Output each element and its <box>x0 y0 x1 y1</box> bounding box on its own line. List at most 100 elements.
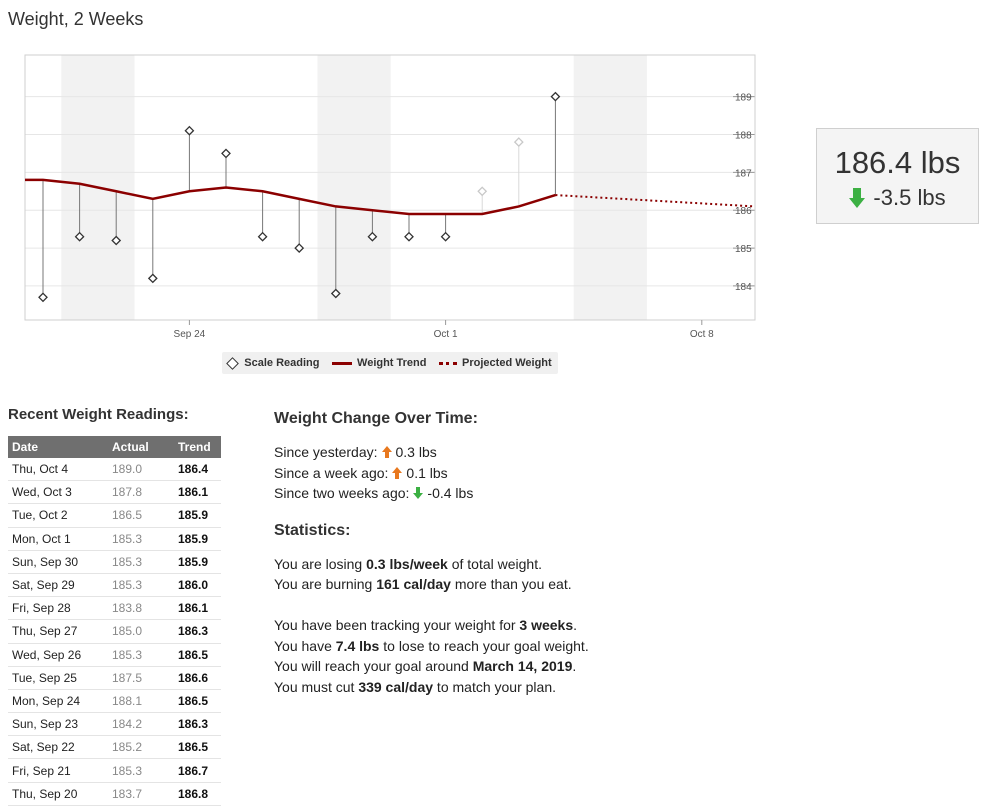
change-value: 0.1 lbs <box>406 464 448 481</box>
stat-goal-date: You will reach your goal around March 14… <box>274 658 577 675</box>
change-item: Since two weeks ago: -0.4 lbs <box>274 483 634 504</box>
plot-border <box>24 54 756 321</box>
scale-reading-point <box>404 231 414 242</box>
legend-scale-reading[interactable]: Scale Reading <box>226 356 320 370</box>
readings-table: Date Actual Trend Thu, Oct 4 189.0 186.4 We… <box>8 436 221 806</box>
cell-date: Thu, Sep 20 <box>8 782 108 806</box>
table-row: Fri, Sep 28 183.8 186.1 <box>8 596 221 621</box>
cell-actual: 189.0 <box>108 458 174 482</box>
change-item: Since yesterday: 0.3 lbs <box>274 442 634 463</box>
scale-reading-point <box>550 91 561 102</box>
column-header-trend[interactable]: Trend <box>174 436 221 458</box>
table-row: Wed, Sep 26 185.3 186.5 <box>8 643 221 667</box>
change-label: Since yesterday: <box>274 444 378 461</box>
scale-reading-point <box>221 148 231 159</box>
column-header-actual[interactable]: Actual <box>108 436 174 458</box>
cell-date: Fri, Sep 21 <box>8 758 108 783</box>
legend-label: Weight Trend <box>357 357 427 369</box>
readings-title: Recent Weight Readings: <box>8 406 189 423</box>
change-value: -3.5 lbs <box>873 185 946 210</box>
stat-goal-remaining: You have 7.4 lbs to lose to reach your g… <box>274 637 589 654</box>
stat-tracking: You have been tracking your weight for 3… <box>274 617 578 634</box>
stat-losing: You are losing 0.3 lbs/week of total wei… <box>274 555 542 572</box>
cell-date: Sat, Sep 22 <box>8 735 108 760</box>
cell-actual: 185.0 <box>108 619 174 644</box>
cell-trend: 186.6 <box>174 666 221 690</box>
dotted-line-icon <box>439 361 458 365</box>
cell-actual: 185.3 <box>108 758 174 783</box>
table-row: Mon, Oct 1 185.3 185.9 <box>8 527 221 551</box>
legend-weight-trend[interactable]: Weight Trend <box>332 357 426 369</box>
stats-panel: Weight Change Over Time: Since yesterday… <box>274 410 634 697</box>
change-value: -0.4 lbs <box>427 485 474 502</box>
arrow-up-icon <box>392 466 403 479</box>
cell-date: Tue, Oct 2 <box>8 503 108 528</box>
table-header-row: Date Actual Trend <box>8 436 221 458</box>
cell-trend: 186.0 <box>174 573 221 598</box>
cell-date: Wed, Sep 26 <box>8 643 108 667</box>
cell-actual: 186.5 <box>108 503 174 528</box>
table-row: Sun, Sep 23 184.2 186.3 <box>8 712 221 737</box>
cell-actual: 185.2 <box>108 735 174 760</box>
change-label: Since a week ago: <box>274 464 389 481</box>
table-row: Fri, Sep 21 185.3 186.7 <box>8 758 221 783</box>
table-row: Thu, Sep 27 185.0 186.3 <box>8 619 221 644</box>
weight-trend-line <box>25 178 556 216</box>
column-header-date[interactable]: Date <box>8 436 108 458</box>
cell-trend: 186.1 <box>174 480 221 505</box>
x-tick-label: Oct 8 <box>690 329 714 340</box>
cell-date: Sun, Sep 23 <box>8 712 108 737</box>
cell-date: Mon, Oct 1 <box>8 527 108 551</box>
cell-trend: 186.5 <box>174 643 221 667</box>
line-icon <box>332 361 353 365</box>
table-row: Mon, Sep 24 188.1 186.5 <box>8 689 221 714</box>
cell-trend: 186.7 <box>174 758 221 783</box>
cell-trend: 186.3 <box>174 712 221 737</box>
scale-reading-point <box>74 231 85 242</box>
weight-chart: 184 185 186 187 188 189 Sep 24 Oct 1 Oct 8 <box>24 54 756 340</box>
cell-date: Thu, Oct 4 <box>8 458 108 482</box>
cell-trend: 186.5 <box>174 735 221 760</box>
cell-date: Sun, Sep 30 <box>8 550 108 574</box>
legend-label: Projected Weight <box>462 357 552 369</box>
cell-trend: 185.9 <box>174 527 221 551</box>
table-row: Sat, Sep 22 185.2 186.5 <box>8 735 221 760</box>
arrow-down-icon <box>849 188 866 208</box>
cell-trend: 185.9 <box>174 550 221 574</box>
cell-actual: 185.3 <box>108 643 174 667</box>
cell-actual: 185.3 <box>108 550 174 574</box>
current-weight-value: 186.4 lbs <box>834 145 961 180</box>
scale-reading-point <box>257 231 268 242</box>
legend-projected-weight[interactable]: Projected Weight <box>439 357 552 369</box>
cell-trend: 186.8 <box>174 782 221 806</box>
cell-actual: 188.1 <box>108 689 174 714</box>
table-row: Tue, Sep 25 187.5 186.6 <box>8 666 221 690</box>
cell-date: Thu, Sep 27 <box>8 619 108 644</box>
stat-calorie-cut: You must cut 339 cal/day to match your p… <box>274 678 556 695</box>
weekend-band <box>317 55 391 320</box>
cell-trend: 186.3 <box>174 619 221 644</box>
cell-actual: 184.2 <box>108 712 174 737</box>
y-tick-label: 184 <box>735 282 752 293</box>
cell-actual: 185.3 <box>108 573 174 598</box>
cell-actual: 183.7 <box>108 782 174 806</box>
scale-reading-point <box>440 231 451 242</box>
change-value: 0.3 lbs <box>395 444 437 461</box>
table-row: Thu, Oct 4 189.0 186.4 <box>8 458 221 482</box>
page-title: Weight, 2 Weeks <box>8 9 144 29</box>
stat-burning: You are burning 161 cal/day more than yo… <box>274 576 572 593</box>
diamond-icon <box>226 356 240 370</box>
cell-actual: 183.8 <box>108 596 174 621</box>
projected-weight-line <box>555 194 756 208</box>
table-row: Thu, Sep 20 183.7 186.8 <box>8 782 221 806</box>
cell-actual: 187.5 <box>108 666 174 690</box>
table-row: Sat, Sep 29 185.3 186.0 <box>8 573 221 598</box>
scale-reading-point <box>147 273 158 284</box>
scale-reading-point <box>294 243 305 253</box>
scale-reading-point <box>38 292 48 303</box>
scale-reading-point <box>330 288 341 299</box>
cell-trend: 185.9 <box>174 503 221 528</box>
cell-date: Mon, Sep 24 <box>8 689 108 714</box>
cell-date: Sat, Sep 29 <box>8 573 108 598</box>
legend-label: Scale Reading <box>244 357 320 369</box>
